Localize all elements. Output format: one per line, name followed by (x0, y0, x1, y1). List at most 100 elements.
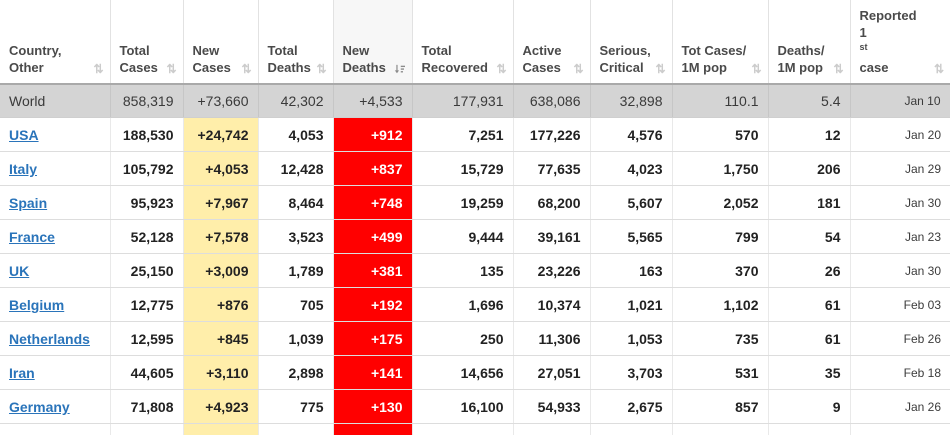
cell-serious-critical: 1,053 (590, 321, 673, 357)
cell-new-cases: +876 (183, 287, 259, 323)
sort-icon: ⇅ (166, 61, 177, 76)
sort-icon: ⇅ (833, 61, 844, 76)
cell-cases-per-1m: 570 (672, 117, 769, 153)
cell-active-cases: 11,306 (513, 321, 591, 357)
cell-country: UK (0, 253, 111, 289)
col-header-new-deaths[interactable]: New Deaths (333, 0, 413, 85)
col-header-deaths-per-1m[interactable]: Deaths/ 1M pop ⇅ (768, 0, 851, 85)
col-header-active-cases[interactable]: Active Cases ⇅ (513, 0, 591, 85)
cell-total-recovered: 9,444 (412, 219, 514, 255)
country-link[interactable]: Italy (9, 160, 38, 177)
cell-active-cases: 14,349 (513, 423, 591, 435)
cell-country: Netherlands (0, 321, 111, 357)
sort-icon: ⇅ (241, 61, 252, 76)
col-header-total-recovered[interactable]: Total Recovered ⇅ (412, 0, 514, 85)
country-link[interactable]: Belgium (9, 296, 65, 313)
table-row: Netherlands 12,595 +845 1,039 +175 250 11,306 1… (0, 321, 950, 357)
cell-active-cases: 23,226 (513, 253, 591, 289)
cell-cases-per-1m: 799 (672, 219, 769, 255)
cell-first-case: Feb 03 (850, 287, 950, 323)
cell-total-cases: 25,150 (110, 253, 184, 289)
cell-cases-per-1m: 2,052 (672, 185, 769, 221)
cell-total-recovered: 19,259 (412, 185, 514, 221)
cell-total-cases: 105,792 (110, 151, 184, 187)
country-link[interactable]: Iran (9, 364, 35, 381)
cell-first-case: Jan 30 (850, 185, 950, 221)
cell-country: France (0, 219, 111, 255)
country-link[interactable]: UK (9, 262, 30, 279)
cell-new-deaths: +141 (333, 355, 413, 391)
cell-first-case: Jan 29 (850, 151, 950, 187)
cell-country: Switzerland (0, 423, 111, 435)
table-row: Germany 71,808 +4,923 775 +130 16,100 54,933 2,… (0, 389, 950, 425)
cell-total-cases: 858,319 (110, 83, 184, 119)
cell-deaths-per-1m: 61 (768, 287, 851, 323)
country-link[interactable]: France (9, 228, 55, 245)
cell-serious-critical: 3,703 (590, 355, 673, 391)
cell-serious-critical: 163 (590, 253, 673, 289)
cell-total-deaths: 775 (258, 389, 334, 425)
cell-cases-per-1m: 531 (672, 355, 769, 391)
cell-first-case: Jan 10 (850, 83, 950, 119)
col-header-cases-per-1m[interactable]: Tot Cases/ 1M pop ⇅ (672, 0, 769, 85)
country-link[interactable]: Spain (9, 194, 48, 211)
cell-total-deaths: 2,898 (258, 355, 334, 391)
cell-total-deaths: 1,039 (258, 321, 334, 357)
cell-country: World (0, 83, 111, 119)
col-header-serious-critical[interactable]: Serious, Critical ⇅ (590, 0, 673, 85)
cell-active-cases: 27,051 (513, 355, 591, 391)
country-link[interactable]: USA (9, 126, 39, 143)
cell-cases-per-1m: 1,750 (672, 151, 769, 187)
cell-first-case: Jan 26 (850, 389, 950, 425)
table-row: USA 188,530 +24,742 4,053 +912 7,251 177,226 4,… (0, 117, 950, 153)
cell-cases-per-1m: 857 (672, 389, 769, 425)
cell-cases-per-1m: 1,102 (672, 287, 769, 323)
cell-total-deaths: 1,789 (258, 253, 334, 289)
cell-total-deaths: 8,464 (258, 185, 334, 221)
cell-new-deaths: +74 (333, 423, 413, 435)
cell-new-cases: +4,053 (183, 151, 259, 187)
cell-new-deaths: +499 (333, 219, 413, 255)
cell-active-cases: 77,635 (513, 151, 591, 187)
cell-cases-per-1m: 735 (672, 321, 769, 357)
cell-new-deaths: +837 (333, 151, 413, 187)
cell-total-cases: 71,808 (110, 389, 184, 425)
cell-serious-critical: 5,565 (590, 219, 673, 255)
country-link[interactable]: Germany (9, 398, 70, 415)
cell-total-cases: 12,775 (110, 287, 184, 323)
cell-active-cases: 39,161 (513, 219, 591, 255)
table-row: Italy 105,792 +4,053 12,428 +837 15,729 77,635… (0, 151, 950, 187)
cell-active-cases: 68,200 (513, 185, 591, 221)
cell-deaths-per-1m: 50 (768, 423, 851, 435)
cell-new-cases: +73,660 (183, 83, 259, 119)
cell-total-deaths: 42,302 (258, 83, 334, 119)
col-header-new-cases[interactable]: New Cases ⇅ (183, 0, 259, 85)
col-header-country[interactable]: Country, Other ⇅ (0, 0, 111, 85)
col-header-total-deaths[interactable]: Total Deaths ⇅ (258, 0, 334, 85)
cell-new-cases: +7,578 (183, 219, 259, 255)
cell-new-cases: +845 (183, 321, 259, 357)
table-body: World 858,319 +73,660 42,302 +4,533 177,931 63… (0, 83, 950, 435)
cell-total-deaths: 705 (258, 287, 334, 323)
cell-new-cases: +683 (183, 423, 259, 435)
cell-country: USA (0, 117, 111, 153)
cell-cases-per-1m: 1,919 (672, 423, 769, 435)
cell-deaths-per-1m: 181 (768, 185, 851, 221)
cell-new-deaths: +4,533 (333, 83, 413, 119)
col-header-total-cases[interactable]: Total Cases ⇅ (110, 0, 184, 85)
sort-icon: ⇅ (933, 61, 944, 76)
sort-icon: ⇅ (93, 61, 104, 76)
table-header: Country, Other ⇅ Total Cases ⇅ (0, 0, 950, 85)
cell-serious-critical: 301 (590, 423, 673, 435)
cell-active-cases: 177,226 (513, 117, 591, 153)
cell-country: Belgium (0, 287, 111, 323)
cell-new-cases: +3,110 (183, 355, 259, 391)
cell-new-cases: +7,967 (183, 185, 259, 221)
country-link[interactable]: Netherlands (9, 330, 90, 347)
cell-country: Germany (0, 389, 111, 425)
country-link[interactable]: Switzerland (9, 433, 87, 435)
cell-active-cases: 10,374 (513, 287, 591, 323)
cell-total-recovered: 1,696 (412, 287, 514, 323)
